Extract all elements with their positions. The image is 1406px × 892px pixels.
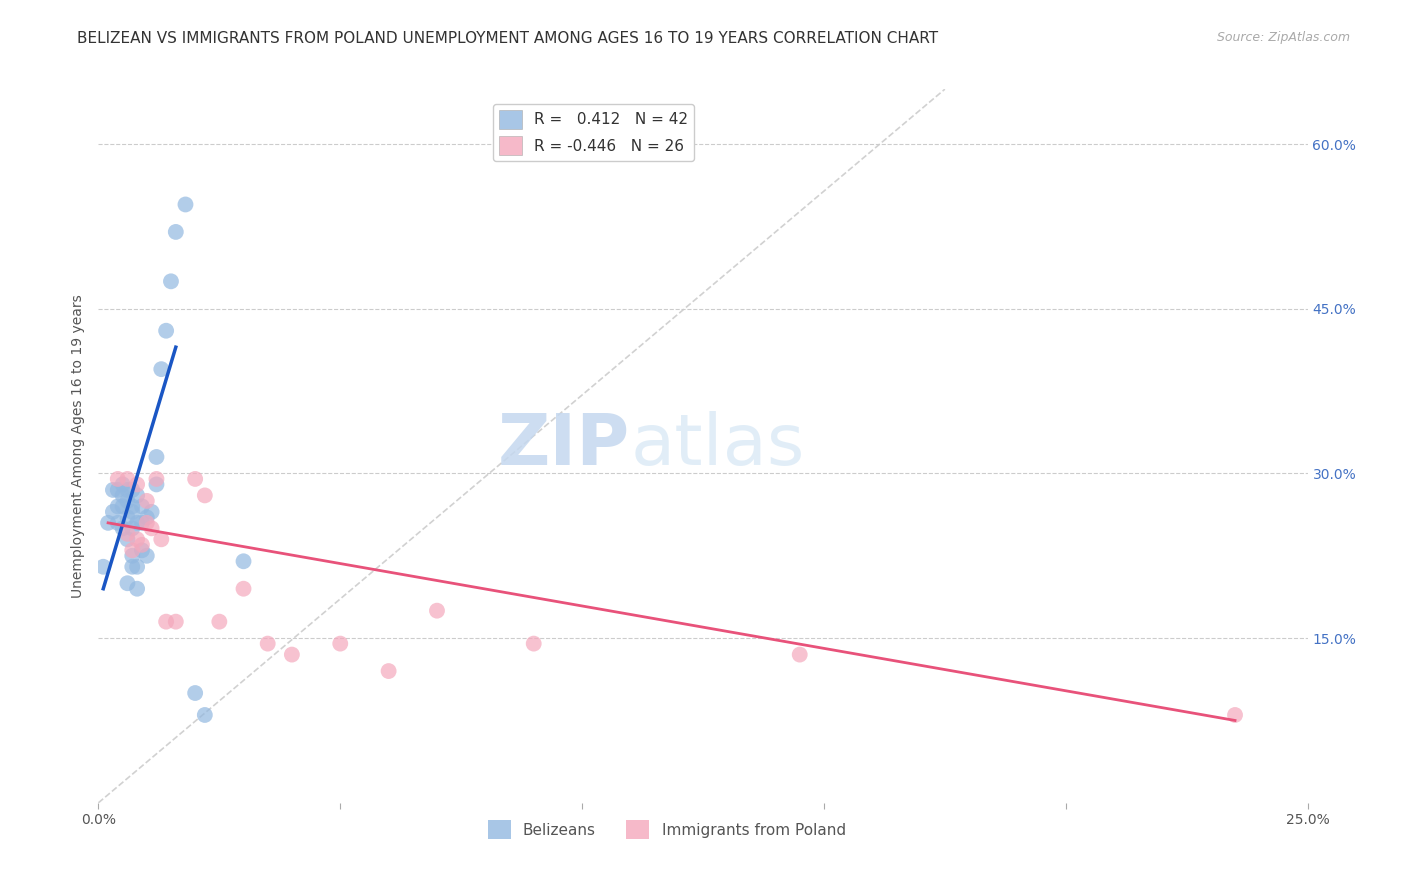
Point	[160, 274, 183, 288]
Point	[174, 197, 197, 211]
Text: ZIP: ZIP	[498, 411, 630, 481]
Point	[232, 554, 254, 568]
Point	[1223, 708, 1246, 723]
Point	[117, 576, 139, 591]
Point	[131, 538, 153, 552]
Point	[145, 472, 167, 486]
Point	[111, 521, 134, 535]
Point	[131, 543, 153, 558]
Point	[107, 483, 129, 497]
Point	[184, 686, 207, 700]
Point	[131, 500, 153, 514]
Point	[135, 510, 157, 524]
Point	[117, 510, 139, 524]
Point	[184, 472, 207, 486]
Point	[135, 516, 157, 530]
Point	[111, 488, 134, 502]
Point	[256, 637, 278, 651]
Point	[523, 637, 546, 651]
Point	[155, 324, 177, 338]
Y-axis label: Unemployment Among Ages 16 to 19 years: Unemployment Among Ages 16 to 19 years	[70, 294, 84, 598]
Point	[121, 483, 143, 497]
Point	[121, 521, 143, 535]
Point	[150, 362, 173, 376]
Point	[165, 615, 187, 629]
Point	[141, 505, 163, 519]
Point	[117, 472, 139, 486]
Point	[127, 559, 149, 574]
Point	[127, 582, 149, 596]
Point	[194, 488, 217, 502]
Point	[101, 483, 124, 497]
Point	[101, 505, 124, 519]
Point	[194, 708, 217, 723]
Point	[91, 559, 114, 574]
Point	[111, 500, 134, 514]
Point	[281, 648, 304, 662]
Point	[127, 488, 149, 502]
Point	[107, 472, 129, 486]
Text: atlas: atlas	[630, 411, 804, 481]
Text: Source: ZipAtlas.com: Source: ZipAtlas.com	[1216, 31, 1350, 45]
Point	[426, 604, 449, 618]
Point	[145, 477, 167, 491]
Point	[150, 533, 173, 547]
Point	[117, 526, 139, 541]
Point	[117, 533, 139, 547]
Point	[155, 615, 177, 629]
Point	[121, 500, 143, 514]
Point	[377, 664, 399, 678]
Point	[107, 500, 129, 514]
Point	[141, 521, 163, 535]
Point	[789, 648, 811, 662]
Point	[135, 494, 157, 508]
Point	[121, 559, 143, 574]
Point	[121, 505, 143, 519]
Point	[117, 494, 139, 508]
Point	[127, 533, 149, 547]
Point	[107, 516, 129, 530]
Legend: Belizeans, Immigrants from Poland: Belizeans, Immigrants from Poland	[482, 814, 852, 845]
Point	[145, 450, 167, 464]
Point	[111, 477, 134, 491]
Text: BELIZEAN VS IMMIGRANTS FROM POLAND UNEMPLOYMENT AMONG AGES 16 TO 19 YEARS CORREL: BELIZEAN VS IMMIGRANTS FROM POLAND UNEMP…	[77, 31, 938, 46]
Point	[121, 543, 143, 558]
Point	[121, 549, 143, 563]
Point	[135, 549, 157, 563]
Point	[165, 225, 187, 239]
Point	[329, 637, 352, 651]
Point	[97, 516, 120, 530]
Point	[117, 483, 139, 497]
Point	[127, 516, 149, 530]
Point	[127, 477, 149, 491]
Point	[131, 516, 153, 530]
Point	[232, 582, 254, 596]
Point	[208, 615, 231, 629]
